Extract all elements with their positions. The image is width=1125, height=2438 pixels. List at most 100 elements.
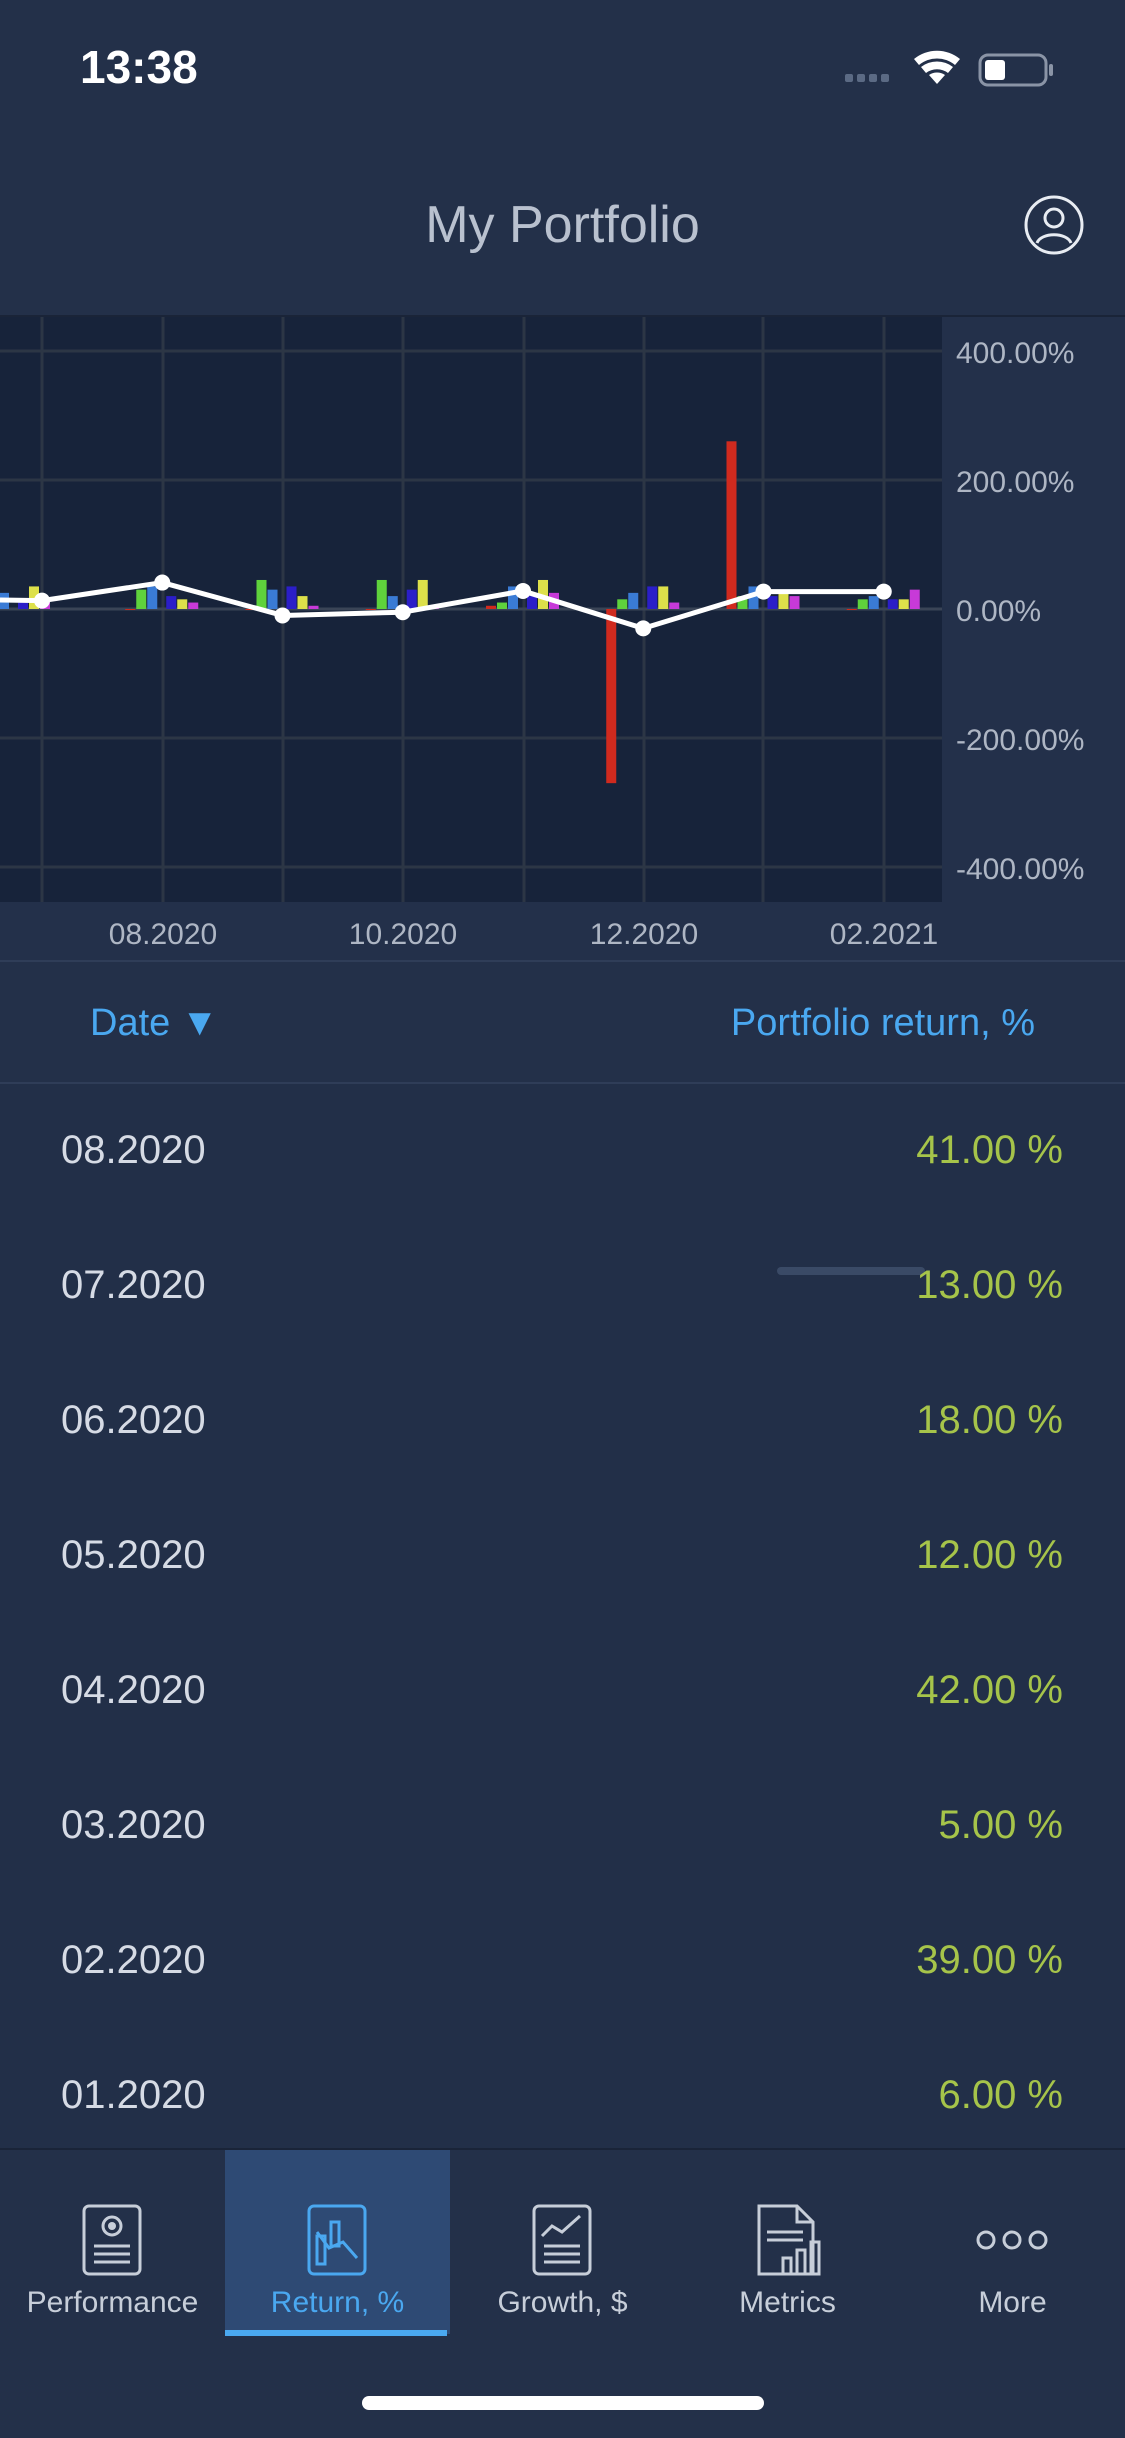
portfolio-point <box>154 574 171 591</box>
return-bar <box>868 596 879 609</box>
date-sort-header[interactable]: Date ▼ <box>90 1002 219 1044</box>
y-tick-label: -400.00% <box>956 853 1084 886</box>
return-bar <box>177 599 188 609</box>
row-date: 07.2020 <box>61 1263 206 1307</box>
return-bar <box>286 586 297 609</box>
status-icons <box>845 48 1085 88</box>
status-time: 13:38 <box>80 41 198 93</box>
tab-growth[interactable]: Growth, $ <box>450 2150 675 2334</box>
table-row[interactable]: 04.2020 42.00 % <box>0 1622 1125 1757</box>
return-bar <box>125 609 136 610</box>
return-chart-icon <box>307 2204 367 2276</box>
portfolio-point <box>875 583 892 600</box>
return-bar <box>726 441 737 609</box>
row-date: 05.2020 <box>61 1533 206 1577</box>
user-icon <box>1024 195 1084 255</box>
return-bar <box>748 586 759 609</box>
return-bar <box>628 592 639 609</box>
battery-icon <box>978 53 1053 87</box>
return-bar <box>486 605 496 609</box>
portfolio-point <box>394 604 411 621</box>
return-bar <box>846 609 857 610</box>
home-indicator[interactable] <box>362 2396 764 2410</box>
x-tick-label: 12.2020 <box>590 918 698 951</box>
row-return: 13.00 % <box>916 1263 1063 1307</box>
row-return: 12.00 % <box>916 1533 1063 1577</box>
return-bar <box>188 602 199 609</box>
return-bar <box>376 579 387 609</box>
tab-more[interactable]: More <box>900 2150 1125 2334</box>
tab-return[interactable]: Return, % <box>225 2150 450 2334</box>
wifi-icon <box>914 50 960 84</box>
tab-bar: Performance Return, % Growth, $ <box>0 2148 1125 2438</box>
return-bar <box>606 609 617 784</box>
return-bar <box>365 609 376 610</box>
return-bar <box>778 592 789 609</box>
status-bar: 13:38 <box>0 0 1125 140</box>
growth-chart-icon <box>532 2204 592 2276</box>
row-return: 42.00 % <box>916 1668 1063 1712</box>
return-bar <box>136 589 147 609</box>
table-row[interactable]: 07.2020 13.00 % <box>0 1217 1125 1352</box>
row-return: 18.00 % <box>916 1398 1063 1442</box>
return-bar <box>256 579 267 609</box>
return-bar <box>245 609 256 610</box>
portfolio-point <box>274 607 291 624</box>
return-bar <box>647 586 658 609</box>
table-row[interactable]: 08.2020 41.00 % <box>0 1082 1125 1217</box>
return-bar <box>29 586 39 609</box>
y-tick-label: 200.00% <box>956 466 1074 499</box>
tab-label: Growth, $ <box>497 2286 628 2319</box>
return-chart[interactable]: 400.00% 200.00% 0.00% -200.00% -400.00% 08.20… <box>0 317 1125 1275</box>
table-row[interactable]: 02.2020 39.00 % <box>0 1892 1125 2027</box>
more-icon <box>976 2230 1048 2250</box>
portfolio-point <box>34 592 50 609</box>
tab-metrics[interactable]: Metrics <box>675 2150 900 2334</box>
return-bar <box>267 589 278 609</box>
return-bar <box>767 596 778 609</box>
table-row[interactable]: 05.2020 12.00 % <box>0 1487 1125 1622</box>
return-bar <box>789 596 800 609</box>
cellular-signal-icon <box>845 74 889 82</box>
row-return: 6.00 % <box>938 2073 1063 2117</box>
return-bar <box>617 599 628 609</box>
table-row[interactable]: 03.2020 5.00 % <box>0 1757 1125 1892</box>
return-bar <box>297 596 308 609</box>
table-row[interactable]: 01.2020 6.00 % <box>0 2027 1125 2148</box>
table-row[interactable]: 06.2020 18.00 % <box>0 1352 1125 1487</box>
portfolio-point <box>515 582 531 599</box>
return-bar <box>887 599 898 609</box>
profile-button[interactable] <box>1023 194 1085 256</box>
return-bar <box>538 579 548 609</box>
return-bar <box>18 602 28 609</box>
chart-scroll-indicator[interactable] <box>777 1267 925 1275</box>
tab-label: More <box>978 2286 1047 2319</box>
active-tab-indicator <box>225 2330 447 2336</box>
return-bar <box>308 605 319 609</box>
row-date: 04.2020 <box>61 1668 206 1712</box>
tab-performance[interactable]: Performance <box>0 2150 225 2334</box>
return-bar <box>387 596 398 609</box>
row-date: 02.2020 <box>61 1938 206 1982</box>
chart-canvas[interactable]: 400.00% 200.00% 0.00% -200.00% -400.00% 08.20… <box>0 317 1125 960</box>
portfolio-point <box>635 620 652 637</box>
row-return: 5.00 % <box>938 1803 1063 1847</box>
row-date: 08.2020 <box>61 1128 206 1172</box>
nav-bar: My Portfolio <box>0 140 1125 317</box>
tab-label: Return, % <box>270 2286 405 2319</box>
tab-label: Performance <box>26 2286 199 2319</box>
return-bar <box>497 602 507 609</box>
portfolio-point <box>755 583 772 600</box>
return-bar <box>669 602 680 609</box>
returns-list[interactable]: 08.2020 41.00 % 07.2020 13.00 % 06.2020 … <box>0 1082 1125 2148</box>
return-bar <box>527 596 537 609</box>
x-tick-label: 08.2020 <box>109 918 217 951</box>
x-tick-label: 02.2021 <box>830 918 938 951</box>
return-bar <box>406 589 417 609</box>
y-tick-label: 400.00% <box>956 337 1074 370</box>
page-title: My Portfolio <box>425 196 700 254</box>
row-date: 03.2020 <box>61 1803 206 1847</box>
row-return: 39.00 % <box>916 1938 1063 1982</box>
portfolio-return-header[interactable]: Portfolio return, % <box>730 1002 1035 1044</box>
return-bar <box>508 586 518 609</box>
